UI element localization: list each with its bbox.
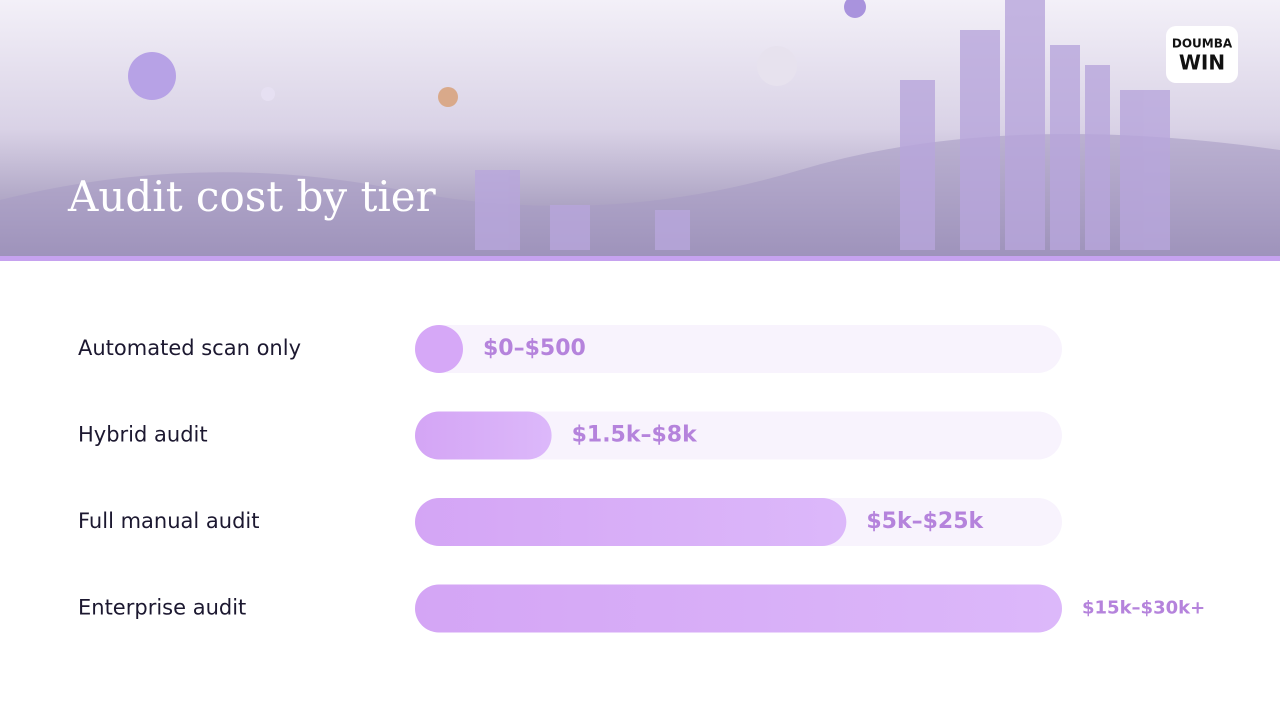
value-label: $5k–$25k: [866, 509, 984, 534]
bar-track: [415, 411, 1062, 460]
category-label: Full manual audit: [78, 509, 259, 533]
bar: [415, 325, 463, 373]
value-label: $0–$500: [483, 336, 586, 361]
category-label: Hybrid audit: [78, 423, 208, 447]
chart: Automated scan only $0–$500 Hybrid audit $1…: [78, 325, 1205, 633]
category-label: Automated scan only: [78, 336, 301, 360]
banner: DOUMBA WIN Audit cost by tier: [0, 0, 1280, 261]
bar-track: [415, 325, 1062, 373]
title: Audit cost by tier: [67, 172, 437, 221]
category-label: Enterprise audit: [78, 596, 246, 620]
bar: [415, 584, 1062, 633]
value-label: $15k–$30k+: [1082, 598, 1205, 619]
logo-text: DOUMBA: [1172, 37, 1233, 51]
value-label: $1.5k–$8k: [572, 423, 699, 448]
bar: [415, 498, 847, 546]
bar: [415, 411, 552, 460]
logo-text: WIN: [1179, 51, 1225, 75]
